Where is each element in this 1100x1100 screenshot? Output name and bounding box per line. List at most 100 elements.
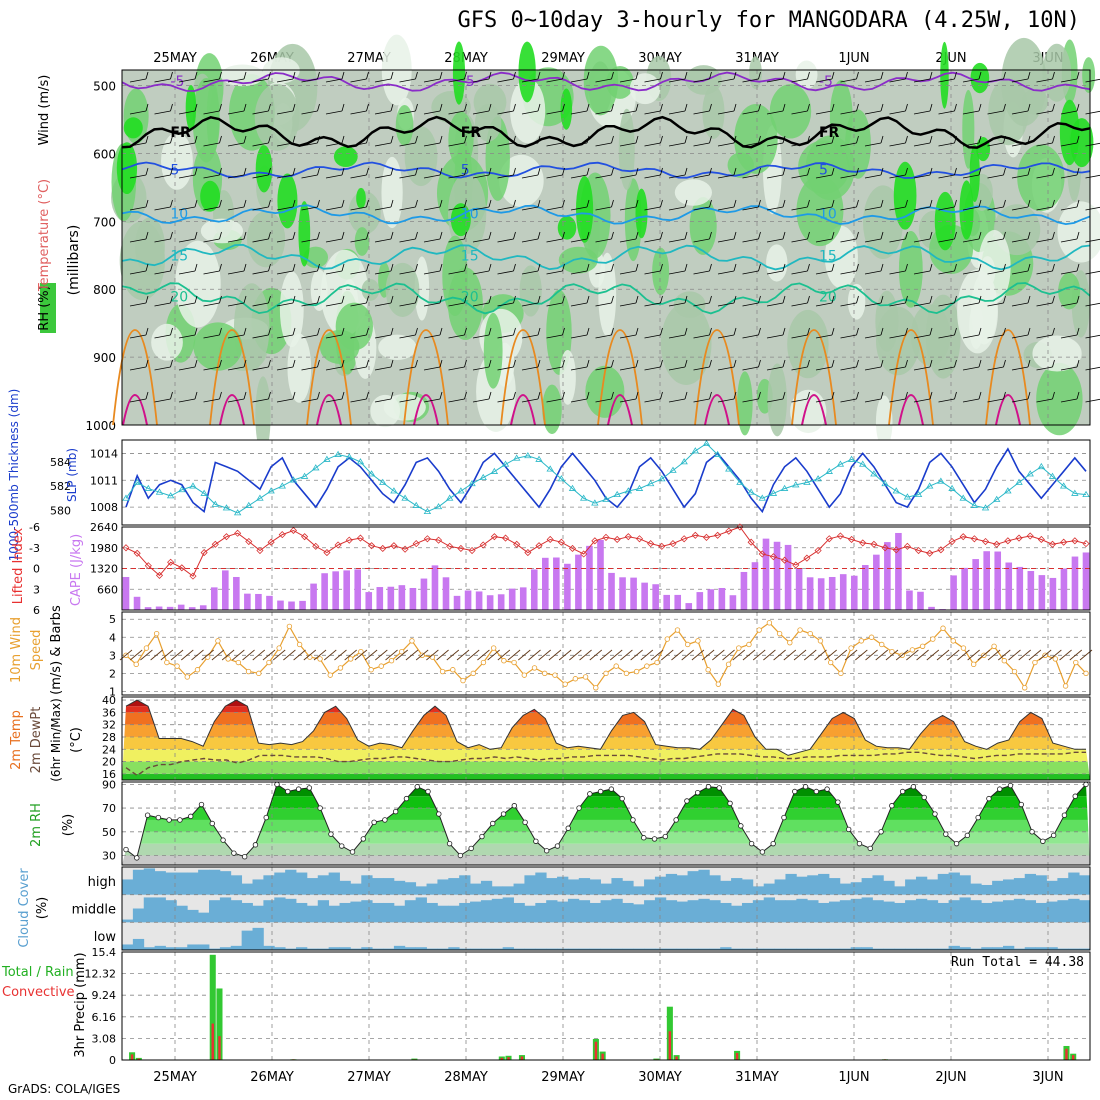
cloud-cell-high	[426, 883, 438, 895]
precip-total-bar	[216, 988, 223, 1060]
wind-barb	[1076, 199, 1080, 208]
wind-barb	[537, 391, 541, 400]
wind-barb	[423, 110, 441, 115]
wind-barb-10m	[967, 649, 980, 661]
rh-cell	[660, 302, 712, 385]
li-point	[457, 544, 465, 553]
cloud-cell-high	[165, 872, 177, 895]
wind-barb	[390, 167, 394, 176]
wind-barb	[488, 327, 492, 336]
rh-cell	[583, 45, 619, 116]
wind-barb	[154, 366, 171, 371]
thickness-point	[736, 478, 744, 485]
temp-tick-label: 16	[102, 768, 116, 781]
wind-barb	[154, 398, 171, 403]
rh-point	[748, 840, 755, 847]
wind-barb	[243, 231, 247, 240]
slp-line	[125, 447, 1087, 514]
rh-point	[446, 840, 453, 847]
li-point	[133, 549, 141, 557]
wind-barb	[709, 263, 712, 272]
isotherm-25	[597, 329, 643, 426]
wind-barb	[227, 366, 245, 371]
li-point	[803, 554, 811, 562]
temp-frame	[121, 696, 1091, 781]
cloud-cell-high	[219, 871, 232, 895]
cape-bar	[431, 565, 439, 610]
wind-barb	[831, 263, 835, 272]
wind-barb	[880, 231, 884, 240]
wind-speed-point	[807, 630, 813, 637]
wind-barb	[913, 270, 931, 275]
thickness-point	[870, 470, 878, 477]
wind-speed-point	[164, 659, 170, 666]
wind-barb-10m	[946, 649, 960, 661]
li-point	[814, 546, 822, 555]
cape-bar	[751, 562, 759, 610]
wind-barb	[1060, 142, 1078, 147]
cloud-cell-middle	[296, 902, 308, 923]
wind-barb	[987, 398, 1004, 403]
rh-point	[910, 784, 917, 790]
cloud-cell-middle	[285, 898, 297, 923]
cloud-cell-low	[154, 945, 166, 950]
wind-barb-10m	[466, 649, 480, 661]
cape-bar	[222, 570, 229, 610]
wind-barb	[1052, 199, 1055, 208]
wind-tick-label: 5	[109, 613, 116, 626]
wind-barb	[546, 334, 563, 339]
thickness-point	[602, 495, 610, 502]
wind-speed-point	[184, 674, 190, 680]
thickness-point	[825, 467, 833, 474]
wind-barb	[766, 302, 784, 307]
wind-barb	[170, 135, 173, 144]
temp-tick-label: 28	[102, 731, 116, 744]
wind-barb	[856, 391, 859, 400]
isotherm-label: 5	[461, 162, 470, 178]
rh-cell	[875, 395, 893, 449]
wind-barb	[390, 135, 394, 144]
wind-barb	[243, 295, 247, 304]
temp-label-3: (6hr Min/Max)	[49, 698, 63, 782]
wind-barb	[219, 167, 222, 176]
wind-barb	[1052, 135, 1055, 144]
thickness-point	[446, 494, 454, 501]
rh-cell	[934, 191, 956, 251]
li-point	[513, 540, 521, 548]
rh-cell	[474, 104, 502, 142]
thickness-point	[1071, 489, 1079, 496]
wind-barb	[1003, 295, 1006, 304]
date-label-top: 27MAY	[347, 51, 391, 66]
wind-speed-point	[1032, 659, 1038, 666]
wind-barb	[513, 167, 516, 176]
wind-barb	[856, 231, 859, 240]
cloud-cell-high	[122, 879, 134, 895]
wind-barb	[268, 231, 271, 240]
thickness-point	[345, 453, 353, 460]
wind-barb	[889, 302, 906, 307]
cape-bar	[453, 595, 461, 610]
rh-cell	[279, 271, 304, 348]
rh-point	[1018, 801, 1024, 808]
thickness-point	[780, 484, 789, 491]
wind-barb	[864, 238, 882, 243]
cloud-cell-middle	[850, 898, 862, 923]
cloud-cell-low	[850, 947, 862, 950]
wind-barb	[660, 135, 663, 144]
cloud-cell-middle	[785, 900, 797, 923]
thickness-point	[803, 478, 811, 485]
wind-barb	[129, 78, 147, 83]
wind-barb	[962, 78, 980, 83]
wind-barb	[864, 366, 882, 371]
cloud-cell-middle	[513, 902, 525, 923]
wind-barb	[929, 167, 933, 176]
wind-barb-10m	[426, 649, 439, 661]
wind-barb	[962, 334, 980, 339]
wind-barb	[635, 231, 639, 240]
rh-cell	[298, 201, 311, 267]
cape-bar	[740, 571, 748, 610]
cloud-cell-low	[1035, 947, 1047, 950]
cape-bar	[266, 595, 273, 610]
wind-barb	[301, 206, 318, 211]
wind-barb	[1027, 263, 1031, 272]
